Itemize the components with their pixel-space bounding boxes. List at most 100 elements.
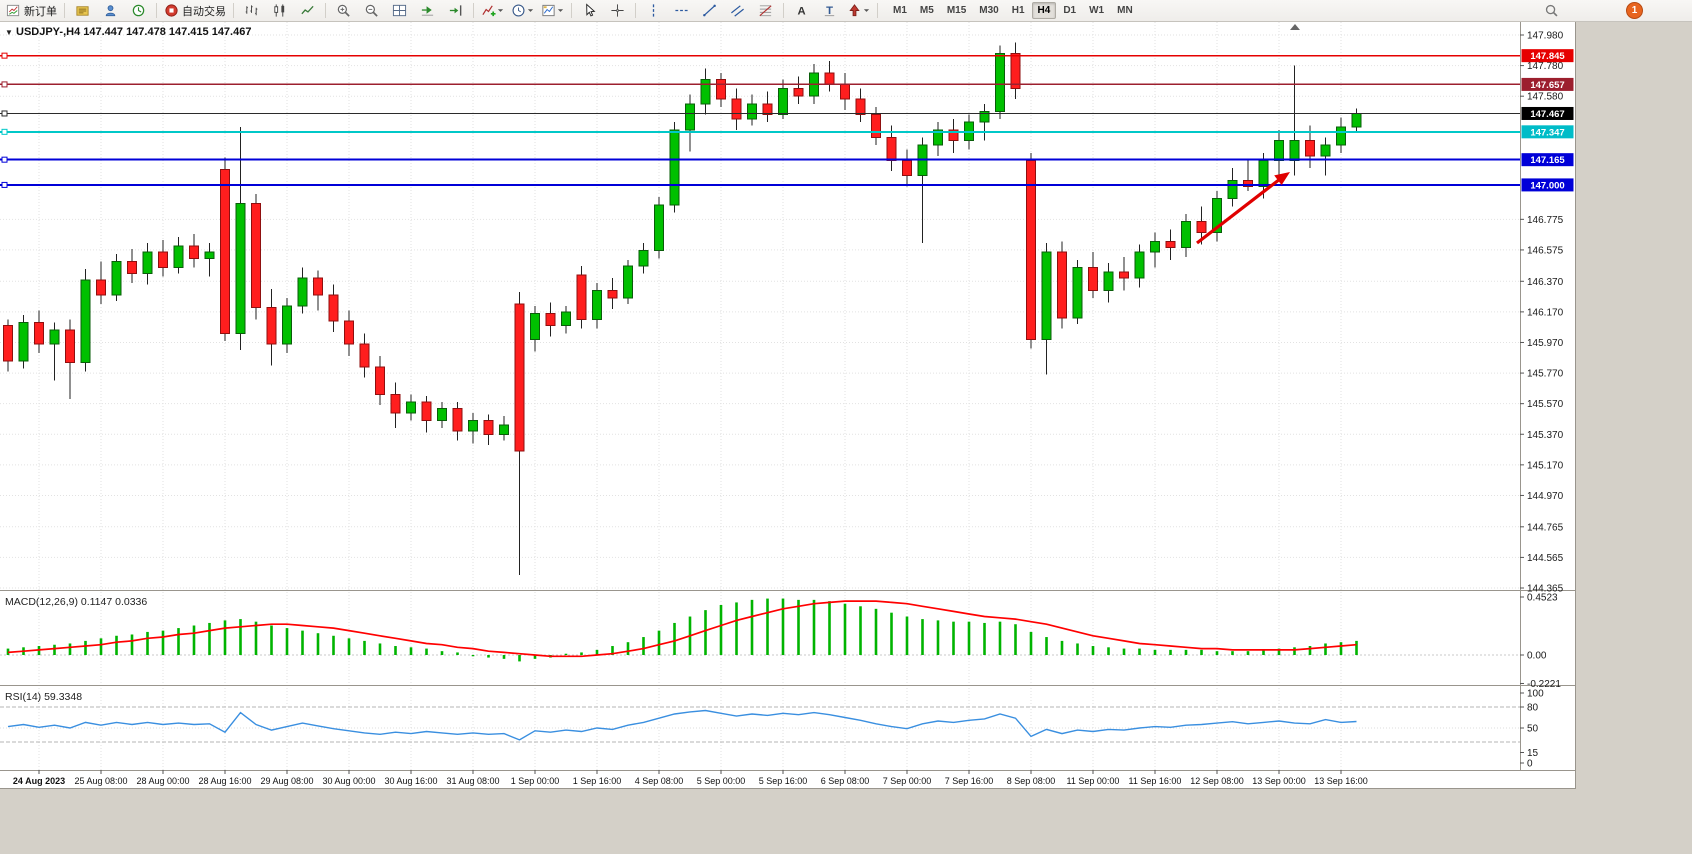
candle xyxy=(762,91,773,123)
time-label: 1 Sep 00:00 xyxy=(511,776,560,786)
candle xyxy=(266,288,277,366)
horizontal-line-tool-button[interactable] xyxy=(668,0,695,22)
candle xyxy=(1243,160,1253,192)
vertical-line-tool-button[interactable] xyxy=(640,0,667,22)
bar-chart-mode-button[interactable] xyxy=(238,0,265,22)
candle xyxy=(1072,259,1083,325)
tile-windows-button[interactable] xyxy=(386,0,413,22)
templates-button[interactable] xyxy=(538,0,567,22)
candle xyxy=(1088,252,1098,299)
candle xyxy=(452,402,463,441)
arrow-object-icon xyxy=(849,4,860,17)
price-label: 145.970 xyxy=(1527,338,1564,349)
candle xyxy=(623,259,633,305)
zoom-in-button[interactable] xyxy=(330,0,357,22)
pane-headers: ▼ USDJPY-,H4 147.447 147.478 147.415 147.… xyxy=(5,26,251,703)
candle xyxy=(545,302,556,337)
candle xyxy=(576,265,587,329)
candle xyxy=(1119,256,1129,291)
symbols-button[interactable] xyxy=(69,0,96,22)
candlestick-mode-button[interactable] xyxy=(266,0,293,22)
indicators-button[interactable] xyxy=(478,0,507,22)
macd-signal-line xyxy=(7,600,1357,658)
auto-scroll-icon xyxy=(421,6,434,16)
candle xyxy=(933,122,943,156)
timeframe-m15[interactable]: M15 xyxy=(946,5,967,16)
line-chart-mode-button[interactable] xyxy=(294,0,321,22)
price-tag-label: 147.845 xyxy=(1530,51,1565,62)
candle xyxy=(1010,42,1021,100)
price-label: 145.770 xyxy=(1527,369,1564,380)
timeframe-d1[interactable]: D1 xyxy=(1063,5,1077,16)
new-order-label: 新订单 xyxy=(24,5,57,18)
candle xyxy=(669,122,680,213)
notification-badge[interactable]: 1 xyxy=(1626,2,1643,19)
symbols-icon xyxy=(76,6,89,16)
timeframe-buttons: M1 M5 M15 M30 H1 H4 D1 W1 MN xyxy=(887,2,1139,19)
rsi-axis-label: 0 xyxy=(1527,759,1533,770)
horizontal-lines[interactable] xyxy=(0,52,1520,188)
timeframe-m5[interactable]: M5 xyxy=(919,5,934,16)
price-label: 145.370 xyxy=(1527,430,1564,441)
search-button[interactable] xyxy=(1538,0,1565,22)
candle xyxy=(282,298,292,354)
trend-arrow-annotation[interactable] xyxy=(1196,172,1290,245)
timeframe-w1[interactable]: W1 xyxy=(1089,5,1105,16)
cursor-tool-button[interactable] xyxy=(576,0,603,22)
candle xyxy=(1336,117,1346,153)
fibonacci-tool-button[interactable] xyxy=(752,0,779,22)
timeframe-m30[interactable]: M30 xyxy=(979,5,999,16)
periods-button[interactable] xyxy=(508,0,537,22)
price-axis[interactable]: 147.980 147.780 147.580 146.775 146.575 146.3… xyxy=(1520,31,1574,770)
text-tool-button[interactable]: A xyxy=(788,0,815,22)
macd-header: MACD(12,26,9) 0.1147 0.0336 xyxy=(5,596,147,608)
time-label: 11 Sep 00:00 xyxy=(1067,776,1120,786)
time-label: 4 Sep 08:00 xyxy=(635,776,684,786)
autotrading-button[interactable]: 自动交易 xyxy=(161,0,229,22)
time-label: 1 Sep 16:00 xyxy=(573,776,622,786)
candle xyxy=(1320,137,1331,176)
chevron-down-icon xyxy=(497,9,504,12)
timeframe-h4[interactable]: H4 xyxy=(1031,2,1057,19)
navigator-icon xyxy=(105,5,116,17)
hline-anchor xyxy=(1,81,8,88)
text-icon: A xyxy=(797,5,805,17)
new-order-icon xyxy=(6,4,20,17)
timeframe-h1[interactable]: H1 xyxy=(1011,5,1025,16)
search-icon xyxy=(1545,4,1558,17)
auto-scroll-button[interactable] xyxy=(414,0,441,22)
macd-pane xyxy=(6,598,1358,662)
candle xyxy=(561,305,571,334)
indicators-icon xyxy=(482,5,496,17)
chart-shift-button[interactable] xyxy=(442,0,469,22)
price-tag xyxy=(1521,125,1574,139)
grid xyxy=(0,22,1520,770)
timeframe-m1[interactable]: M1 xyxy=(893,5,907,16)
chart-window: 147.980 147.780 147.580 146.775 146.575 146.3… xyxy=(0,22,1576,789)
candle xyxy=(158,239,168,277)
candle xyxy=(406,394,416,421)
usdjpy-h4-chart-canvas[interactable]: 147.980 147.780 147.580 146.775 146.575 146.3… xyxy=(0,22,1575,788)
chart-symbol-header: USDJPY-,H4 147.447 147.478 147.415 147.4… xyxy=(16,26,251,38)
new-order-button[interactable]: 新订单 xyxy=(3,0,60,22)
channel-tool-button[interactable] xyxy=(724,0,751,22)
candle xyxy=(1057,241,1067,329)
arrows-tool-button[interactable] xyxy=(844,0,873,22)
price-tag-label: 147.467 xyxy=(1530,109,1564,120)
candle xyxy=(700,68,711,115)
crosshair-tool-button[interactable] xyxy=(604,0,631,22)
navigator-button[interactable] xyxy=(97,0,124,22)
history-icon xyxy=(132,4,145,17)
price-label: 144.765 xyxy=(1527,522,1564,533)
text-label-tool-button[interactable]: T xyxy=(816,0,843,22)
history-center-button[interactable] xyxy=(125,0,152,22)
trendline-tool-button[interactable] xyxy=(696,0,723,22)
time-axis[interactable]: 24 Aug 2023 25 Aug 08:00 28 Aug 00:00 28 Au… xyxy=(13,770,1368,786)
collapse-triangle-icon[interactable]: ▼ xyxy=(5,28,13,37)
zoom-out-button[interactable] xyxy=(358,0,385,22)
timeframe-mn[interactable]: MN xyxy=(1117,5,1133,16)
macd-axis-label: -0.2221 xyxy=(1527,679,1561,690)
candle xyxy=(1103,262,1114,303)
candlestick-icon xyxy=(274,4,285,17)
price-label: 147.780 xyxy=(1527,61,1564,72)
